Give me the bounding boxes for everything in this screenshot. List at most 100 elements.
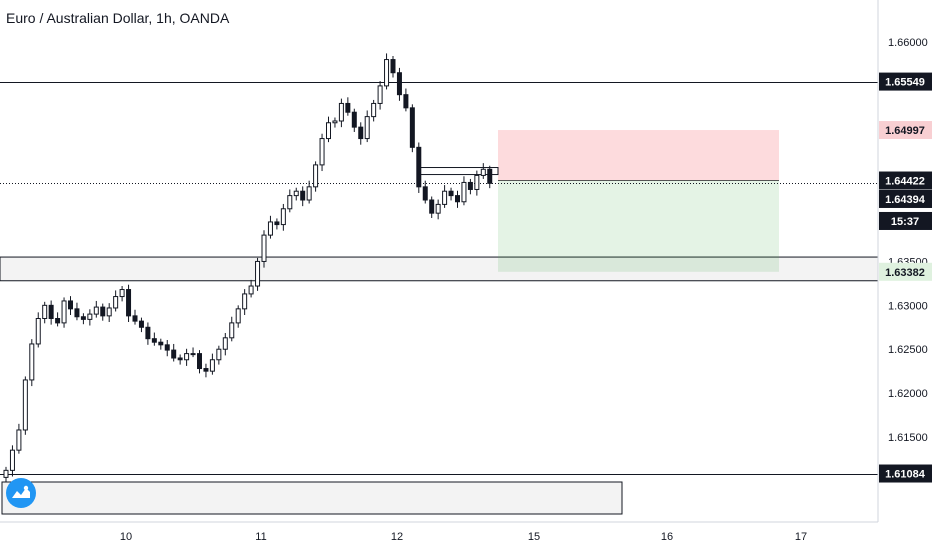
candle-body-up: [364, 116, 370, 140]
candle-body-down: [100, 306, 106, 317]
candle-body-down: [145, 326, 151, 340]
price-tag-bg: [879, 211, 932, 230]
price-tag-horizontal-line: 1.61084: [879, 464, 932, 483]
candle: [319, 133, 325, 172]
candle: [145, 322, 151, 345]
candle-body-up: [16, 429, 22, 451]
candle: [171, 343, 177, 362]
candle: [429, 196, 435, 218]
price-tag-label: 1.64394: [885, 194, 926, 206]
candle-body-down: [390, 59, 396, 74]
candle-body-up: [480, 168, 486, 176]
price-tag-bg: [879, 189, 932, 208]
candle: [280, 203, 286, 231]
candle: [313, 161, 319, 192]
candle: [184, 348, 190, 366]
candle: [422, 180, 428, 204]
candle: [371, 99, 377, 122]
candle: [293, 187, 299, 201]
candle: [248, 279, 254, 298]
candle-body-up: [248, 285, 254, 295]
tradingview-logo-icon[interactable]: [6, 478, 36, 508]
price-tag-horizontal-line: 1.65549: [879, 72, 932, 91]
candle-body-up: [93, 306, 99, 315]
candle-body-up: [280, 208, 286, 226]
candle: [255, 257, 261, 291]
candle: [55, 312, 61, 327]
price-tag-bg: [879, 464, 932, 483]
price-tag-bg: [879, 72, 932, 91]
candle: [377, 81, 383, 110]
candle: [345, 97, 351, 116]
candle-body-down: [455, 195, 460, 203]
candle: [235, 305, 241, 328]
candle-body-up: [435, 203, 441, 214]
candle-body-up: [216, 348, 222, 361]
candle: [467, 178, 473, 195]
candle-body-down: [300, 190, 306, 201]
candle-body-down: [80, 316, 86, 320]
candle: [474, 170, 480, 196]
candle: [203, 363, 209, 378]
candle: [190, 347, 196, 358]
price-tag-bg: [879, 171, 932, 190]
candle-body-down: [74, 308, 80, 318]
candle: [222, 332, 228, 356]
candle-body-up: [9, 449, 15, 471]
candle: [106, 303, 112, 323]
candle-body-down: [171, 349, 177, 359]
candle-body-up: [22, 379, 28, 431]
candle-body-up: [119, 289, 125, 298]
candle-body-up: [313, 164, 319, 188]
candle-body-up: [229, 322, 235, 339]
candle-body-up: [106, 307, 112, 317]
candle: [164, 340, 170, 357]
resistance-box: [419, 167, 499, 176]
candle-body-up: [461, 181, 467, 203]
chart-title: Euro / Australian Dollar, 1h, OANDA: [6, 10, 230, 26]
candle: [442, 185, 448, 208]
candle-body-up: [35, 318, 41, 345]
candle: [68, 296, 73, 315]
candle: [338, 98, 344, 128]
candle: [274, 218, 280, 230]
candle: [435, 199, 441, 220]
y-tick-label: 1.62500: [888, 344, 928, 356]
x-tick-label: 15: [528, 531, 540, 543]
candle-body-up: [190, 353, 196, 356]
candle: [480, 163, 486, 179]
candle: [351, 108, 357, 132]
y-tick-label: 1.66000: [888, 37, 928, 49]
candle-body-down: [48, 304, 54, 320]
price-tag-label: 15:37: [891, 216, 919, 228]
candle: [48, 300, 54, 325]
candle-body-down: [409, 107, 415, 148]
candle-body-up: [267, 221, 273, 236]
candle: [487, 165, 493, 189]
candle-body-up: [332, 120, 338, 124]
candle-body-up: [293, 190, 299, 197]
candle: [22, 376, 28, 435]
price-tag-bg: [879, 121, 932, 140]
candle-body-up: [242, 293, 248, 310]
candle: [287, 189, 293, 213]
y-tick-label: 1.61500: [888, 432, 928, 444]
candle-body-up: [306, 186, 312, 201]
candle-body-down: [467, 181, 473, 190]
price-tag-label: 1.63382: [885, 267, 925, 279]
candle-body-up: [371, 102, 377, 118]
x-tick-label: 11: [255, 531, 266, 543]
candle: [177, 354, 183, 365]
candle-body-down: [416, 146, 422, 188]
x-tick-label: 16: [661, 531, 673, 543]
candle-body-up: [113, 296, 119, 309]
candle-body-up: [287, 195, 293, 210]
candle: [216, 345, 222, 365]
candle-body-up: [261, 234, 267, 262]
candle: [364, 110, 370, 143]
candle-body-down: [358, 126, 364, 140]
candle-body-up: [255, 260, 261, 287]
price-tag-label: 1.64422: [885, 176, 925, 188]
